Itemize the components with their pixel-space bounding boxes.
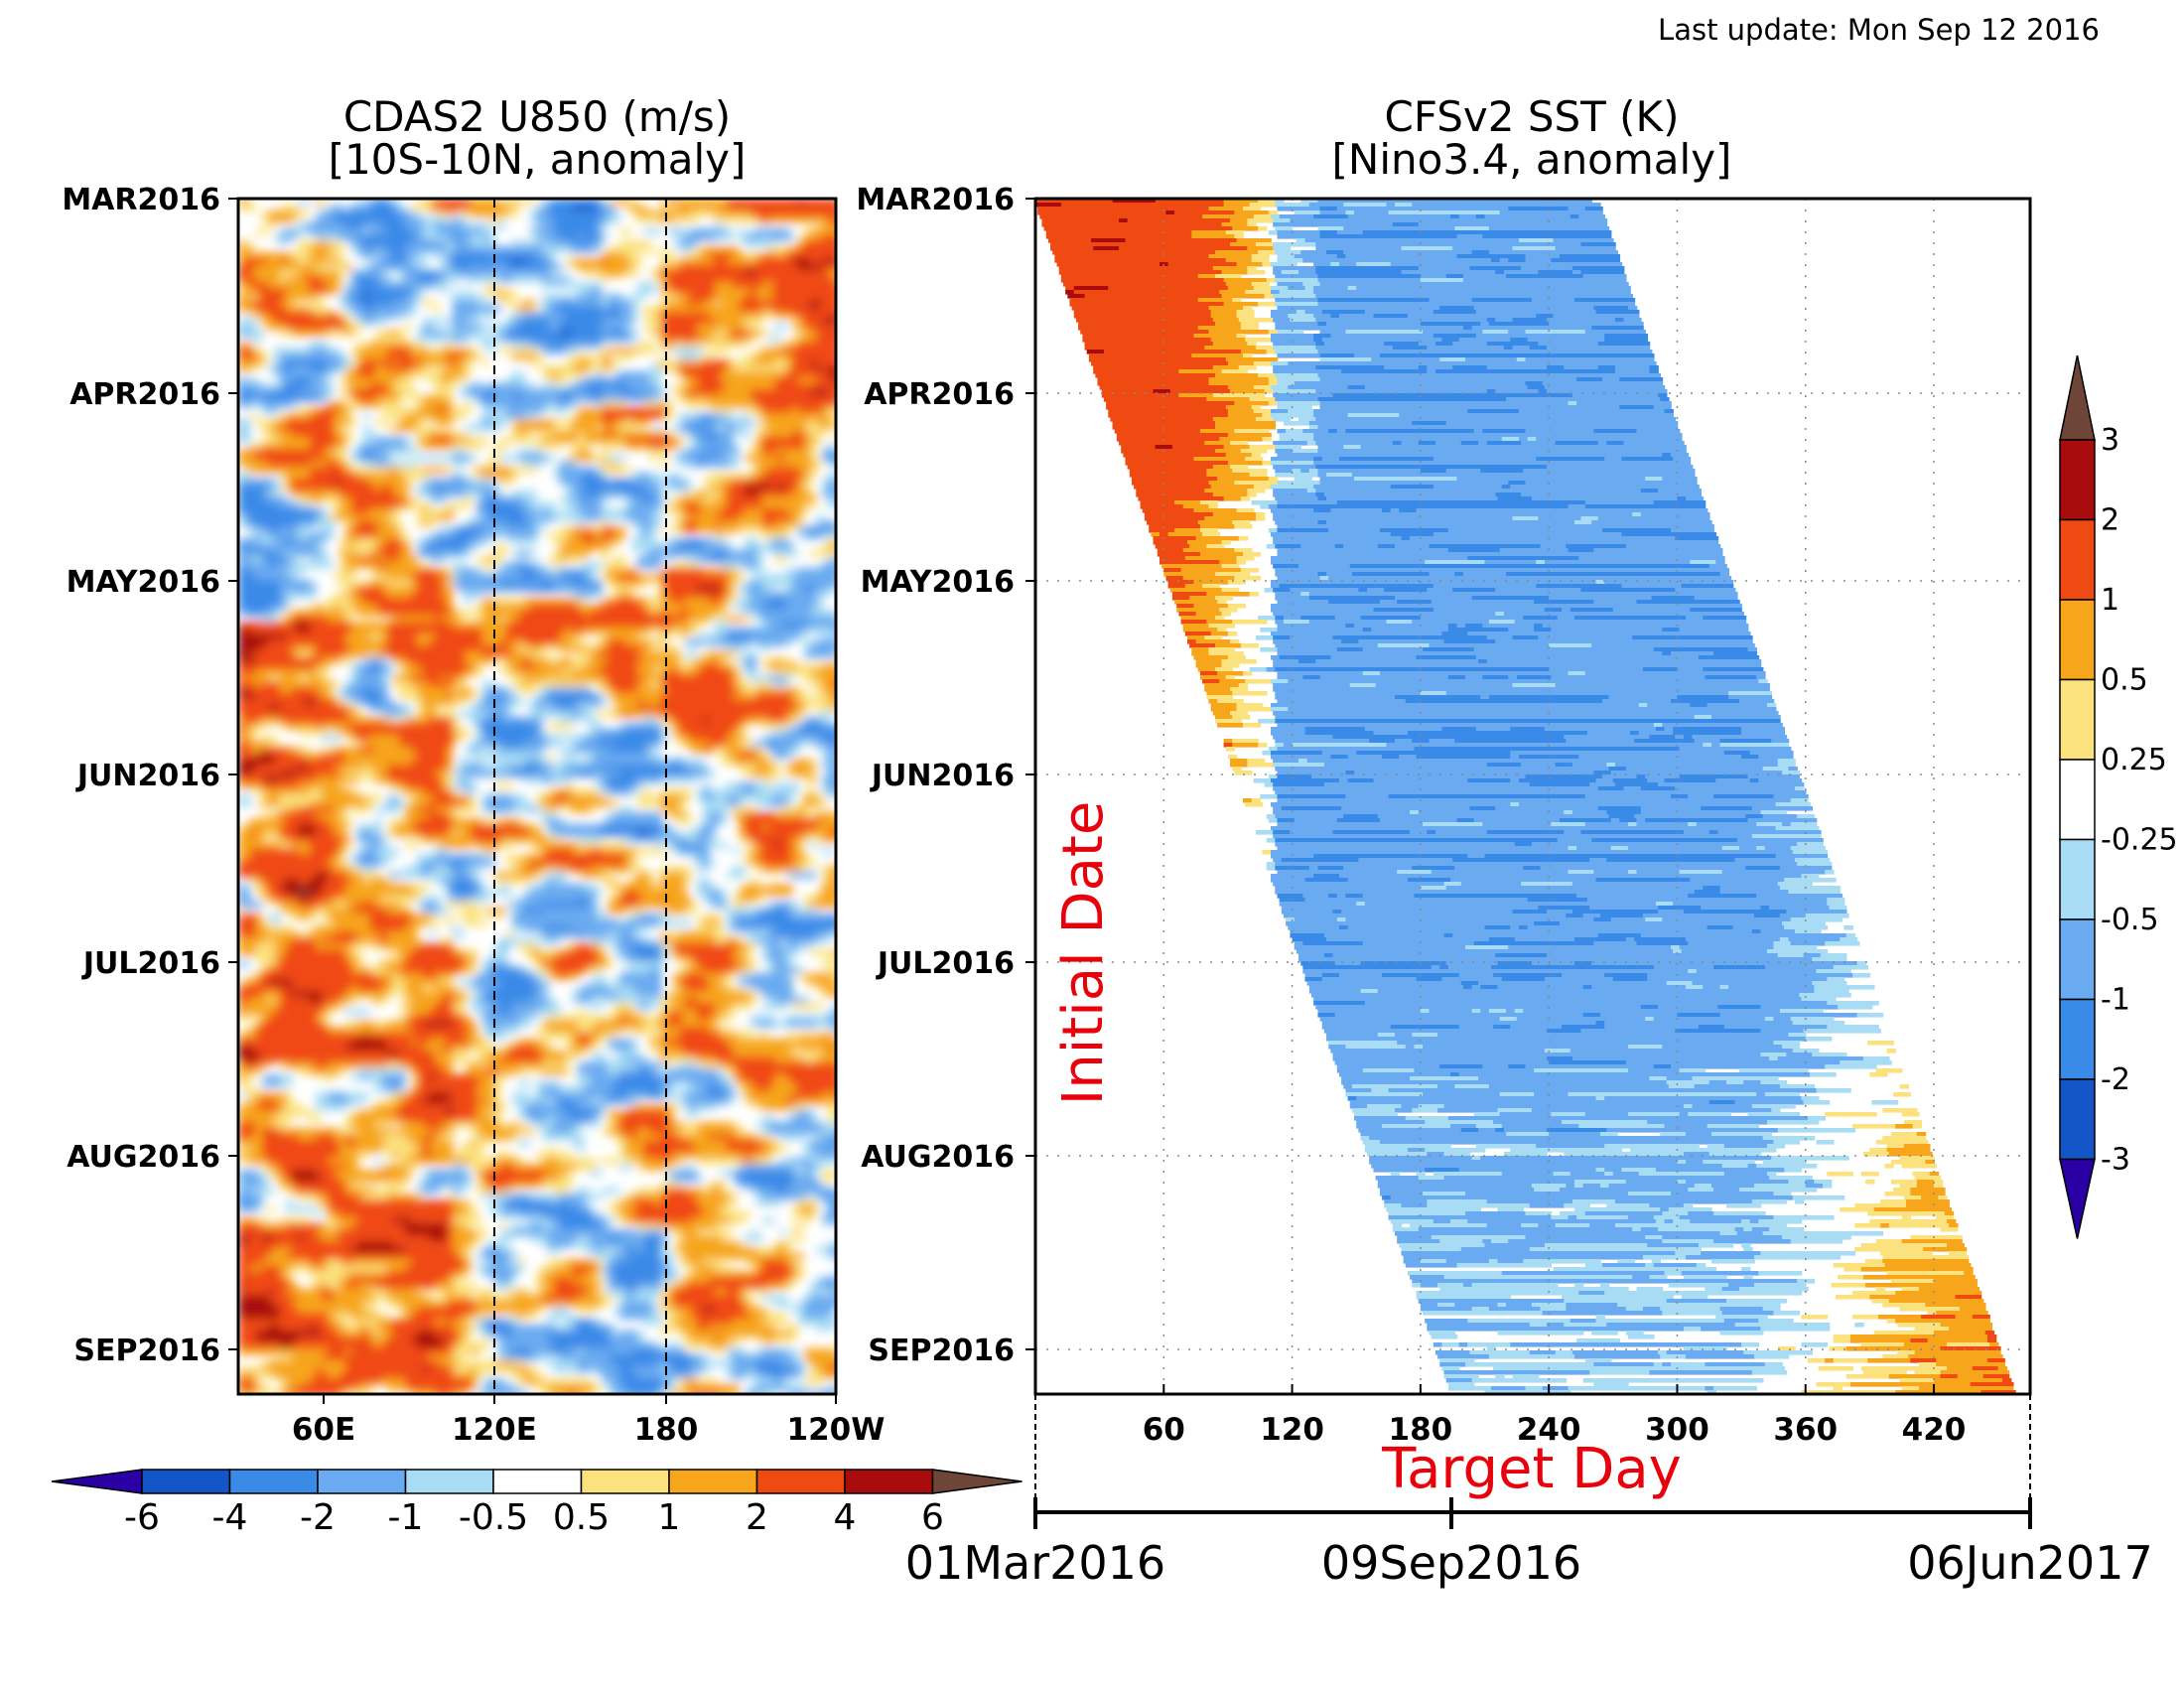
sst-colorbar-swatch [2060,680,2095,761]
sst-colorbar-label: 0.5 [2101,663,2148,698]
sst-colorbar-label: 0.25 [2101,743,2167,777]
u850-colorbar-label: -4 [212,1497,248,1538]
sst-colorbar-label: -2 [2101,1062,2130,1097]
sst-colorbar-label: 3 [2101,423,2119,458]
u850-x-tick-label: 120E [452,1412,537,1448]
u850-heatmap [238,199,841,1397]
sst-y-tick-label: JUN2016 [870,759,1015,793]
u850-y-tick-label: APR2016 [69,377,220,412]
sst-colorbar-max-arrow [2060,355,2095,440]
sst-panel: CFSv2 SST (K) [Nino3.4, anomaly] MAR2016… [856,92,2177,1590]
u850-colorbar-label: 4 [834,1497,857,1538]
sst-colorbar-label: 2 [2101,503,2119,538]
sst-title: CFSv2 SST (K) [1385,92,1680,141]
u850-x-tick-label: 180 [634,1412,699,1448]
sst-y-tick-label: SEP2016 [868,1334,1015,1368]
u850-colorbar-label: 0.5 [553,1497,610,1538]
u850-colorbar-swatch [493,1470,582,1493]
sst-ylabel: Initial Date [1051,801,1116,1106]
sst-subtitle: [Nino3.4, anomaly] [1332,135,1732,184]
u850-colorbar-label: -6 [124,1497,160,1538]
sst-colorbar-label: -1 [2101,983,2130,1018]
u850-colorbar-label: -2 [300,1497,336,1538]
u850-x-tick-label: 120W [787,1412,886,1448]
sst-y-tick-label: MAR2016 [856,183,1015,217]
u850-colorbar-label: 6 [921,1497,944,1538]
u850-colorbar-label: -1 [388,1497,424,1538]
u850-title: CDAS2 U850 (m/s) [343,92,731,141]
sst-y-tick-label: APR2016 [864,377,1015,412]
date-axis-label: 01Mar2016 [905,1536,1165,1590]
u850-colorbar-label: 2 [746,1497,768,1538]
sst-colorbar-min-arrow [2060,1160,2095,1239]
sst-x-tick-label: 60 [1143,1412,1185,1448]
sst-y-tick-label: MAY2016 [861,565,1015,600]
u850-panel: CDAS2 U850 (m/s) [10S-10N, anomaly] MAR2… [52,92,1023,1538]
sst-colorbar-swatch [2060,1079,2095,1160]
u850-colorbar-swatch [142,1470,230,1493]
chart-canvas: Last update: Mon Sep 12 2016 CDAS2 U850 … [0,0,2184,1688]
sst-colorbar-label: -0.25 [2101,823,2178,858]
sst-colorbar-swatch [2060,840,2095,920]
u850-colorbar-max-arrow [933,1470,1023,1493]
sst-colorbar-swatch [2060,520,2095,601]
u850-colorbar-swatch [757,1470,846,1493]
u850-y-tick-label: MAY2016 [67,565,220,600]
sst-colorbar-swatch [2060,440,2095,520]
sst-colorbar-label: -0.5 [2101,903,2159,937]
u850-colorbar-swatch [406,1470,494,1493]
sst-heatmap [1035,199,2030,1395]
u850-y-tick-label: SEP2016 [73,1334,220,1368]
sst-colorbar-swatch [2060,919,2095,1000]
u850-y-tick-label: AUG2016 [67,1140,220,1175]
u850-colorbar-swatch [318,1470,406,1493]
last-update-text: Last update: Mon Sep 12 2016 [1658,13,2100,47]
u850-colorbar-swatch [230,1470,319,1493]
sst-colorbar-swatch [2060,600,2095,680]
sst-colorbar-swatch [2060,760,2095,840]
u850-colorbar-swatch [845,1470,933,1493]
sst-xlabel: Target Day [1381,1437,1682,1501]
sst-y-tick-label: AUG2016 [861,1140,1015,1175]
u850-y-tick-label: JUL2016 [81,946,220,981]
sst-colorbar-label: 1 [2101,583,2119,618]
sst-x-tick-label: 420 [1902,1412,1967,1448]
u850-x-tick-label: 60E [292,1412,355,1448]
sst-x-tick-label: 120 [1260,1412,1324,1448]
sst-y-tick-label: JUL2016 [876,946,1015,981]
u850-y-tick-label: MAR2016 [62,183,220,217]
u850-colorbar-swatch [582,1470,670,1493]
u850-colorbar-label: 1 [658,1497,681,1538]
date-axis-label: 09Sep2016 [1321,1536,1581,1590]
u850-colorbar-swatch [669,1470,757,1493]
date-axis-label: 06Jun2017 [1907,1536,2152,1590]
sst-x-tick-label: 360 [1773,1412,1838,1448]
sst-colorbar-swatch [2060,1000,2095,1080]
u850-colorbar-min-arrow [52,1470,142,1493]
u850-colorbar-label: -0.5 [459,1497,528,1538]
u850-y-tick-label: JUN2016 [75,759,220,793]
sst-colorbar-label: -3 [2101,1143,2130,1178]
u850-subtitle: [10S-10N, anomaly] [329,135,747,184]
